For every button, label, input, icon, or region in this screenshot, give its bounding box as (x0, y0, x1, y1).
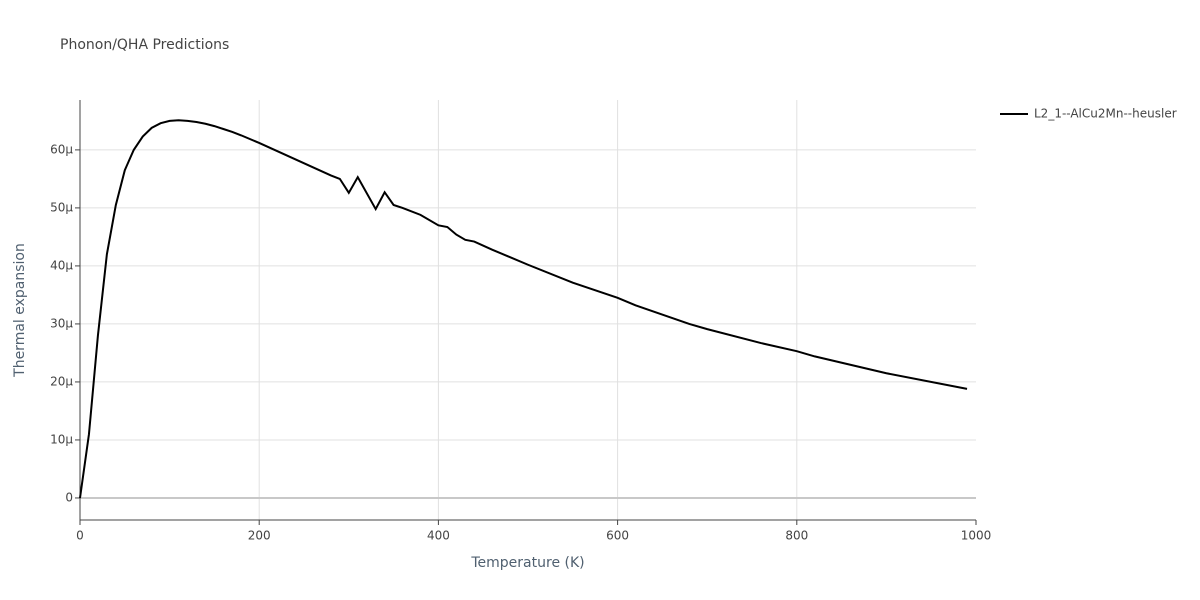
legend-label: L2_1--AlCu2Mn--heusler (1034, 107, 1177, 121)
y-tick-label: 50µ (50, 200, 73, 214)
x-tick-label: 1000 (961, 529, 992, 543)
y-tick-label: 60µ (50, 142, 73, 156)
y-axis-title: Thermal expansion (12, 243, 28, 378)
x-tick-label: 0 (76, 529, 84, 543)
chart-title: Phonon/QHA Predictions (60, 37, 229, 53)
x-tick-label: 600 (606, 529, 629, 543)
data-line (79, 119, 968, 499)
y-tick-label: 40µ (50, 258, 73, 272)
y-tick-label: 30µ (50, 316, 73, 330)
y-tick-label: 20µ (50, 374, 73, 388)
x-tick-label: 400 (427, 529, 450, 543)
y-tick-label: 10µ (50, 432, 73, 446)
y-tick-label: 0 (65, 490, 73, 504)
x-axis-title: Temperature (K) (470, 555, 584, 571)
x-tick-label: 800 (785, 529, 808, 543)
x-tick-label: 200 (248, 529, 271, 543)
